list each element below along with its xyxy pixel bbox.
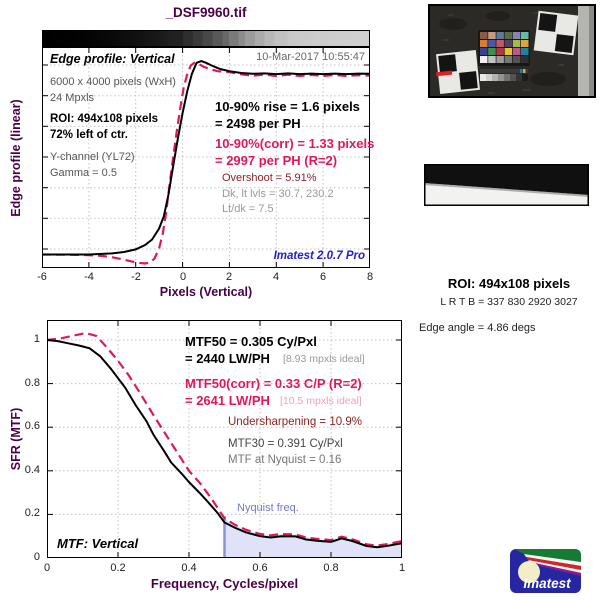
mtf50-corrected-ideal-note: [10.5 mpxls ideal] [280,395,362,407]
edge-profile-title: Edge profile: Vertical [50,52,175,66]
rise-annotation-2: = 2498 per PH [215,116,301,131]
x-tick: -6 [37,271,47,283]
x-tick: 0.2 [110,562,126,574]
page-title: _DSF9960.tif [165,5,247,20]
overshoot-annotation: Overshoot = 5.91% [222,172,317,184]
y-tick: 1 [33,333,40,345]
mtf50-annotation-2: = 2440 LW/PH [185,351,270,366]
bottom-yaxis-label: SFR (MTF) [9,407,23,471]
x-tick: 0 [43,562,51,574]
y-tick: 0.4 [24,464,40,476]
logo-moon [518,561,540,583]
logo-purple-stripe [530,562,581,576]
gridlines [42,47,370,268]
x-tick: 0.8 [323,562,339,574]
imatest-logo: Imatest [510,549,581,593]
mtf50-corrected-annotation-1: MTF50(corr) = 0.33 C/P (R=2) [185,376,362,391]
rise-corrected-annotation-1: 10-90%(corr) = 1.33 pixels [215,136,375,151]
x-tick: 4 [272,271,280,283]
plot-border [42,47,370,268]
checkerboard-top-right [533,10,579,56]
x-tick: 8 [366,271,374,283]
plot-border [47,320,402,558]
x-tick: -4 [84,271,94,283]
logo-red-stripe [526,557,581,570]
light-band [578,4,589,98]
red-marker [435,70,453,77]
rise-corrected-annotation-2: = 2997 per PH (R=2) [215,153,338,168]
edge-profile-plot [42,47,370,268]
checkerboard-bottom-left [435,50,480,94]
x-tick: 0 [179,271,187,283]
ratio-annotation: Lt/dk = 7.5 [222,203,274,215]
top-yaxis-label: Edge profile (linear) [9,99,23,217]
roi-size-label: ROI: 494x108 pixels [50,113,159,125]
thumbnail-border [428,4,596,98]
rise-annotation-1: 10-90% rise = 1.6 pixels [215,99,360,114]
y-tick: 0.6 [24,420,40,432]
x-tick: 2 [225,271,233,283]
edge-gradient-bar [42,30,370,47]
thumbnail-border [424,164,589,206]
mtf-nyquist-annotation: MTF at Nyquist = 0.16 [228,454,342,466]
logo-text: Imatest [523,576,571,591]
edge-profile-corrected-curve [42,61,370,265]
step-wedge [480,69,528,81]
logo-green-band [514,549,581,562]
mtf-corrected-curve [47,331,402,547]
x-tick: 0.6 [252,562,268,574]
dark-edge-region [424,164,589,195]
background-specks [443,12,564,94]
undersharpening-annotation: Undersharpening = 10.9% [228,416,362,428]
edge-angle-label: Edge angle = 4.86 degs [419,322,536,334]
colorchecker-chart [478,30,530,66]
edge-profile-curve [42,60,370,256]
nyquist-shaded-region [224,518,402,558]
timestamp: 10-Mar-2017 10:55:47 [256,51,365,63]
x-tick: 1 [398,562,406,574]
bottom-xaxis-label: Frequency, Cycles/pixel [150,576,299,591]
mtf50-corrected-annotation-2: = 2641 LW/PH [185,393,270,408]
roi-coordinates: L R T B = 337 830 2920 3027 [440,296,578,308]
edge-roi-thumbnail [424,164,589,206]
x-tick: -2 [131,271,141,283]
nyquist-freq-label: Nyquist freq. [237,502,299,514]
y-tick: 0.8 [24,377,40,389]
mtf30-annotation: MTF30 = 0.391 Cy/Pxl [228,438,343,450]
image-megapixels: 24 Mpxls [50,92,95,104]
watermark: Imatest 2.0.7 Pro [273,250,365,262]
gamma-label: Gamma = 0.5 [50,167,117,179]
mtf50-ideal-note: [8.93 mpxls ideal] [283,353,365,365]
mtf-plot-label: MTF: Vertical [57,536,139,551]
scene-thumbnail [428,4,596,98]
y-tick: 0.2 [24,507,40,519]
channel-label: Y-channel (YL72) [50,151,135,163]
mtf50-annotation-1: MTF50 = 0.305 Cy/Pxl [185,334,317,349]
levels-annotation: Dk, lt lvls = 30.7, 230.2 [222,188,334,200]
image-dimensions: 6000 x 4000 pixels (WxH) [50,76,176,88]
x-tick: 0.4 [181,562,197,574]
mtf-plot [47,320,402,558]
mtf-curve [47,339,402,549]
roi-size-title: ROI: 494x108 pixels [447,276,571,291]
y-tick: 0 [33,551,40,563]
roi-position-label: 72% left of ctr. [50,129,128,141]
x-tick: 6 [319,271,327,283]
top-xaxis-label: Pixels (Vertical) [159,285,253,299]
